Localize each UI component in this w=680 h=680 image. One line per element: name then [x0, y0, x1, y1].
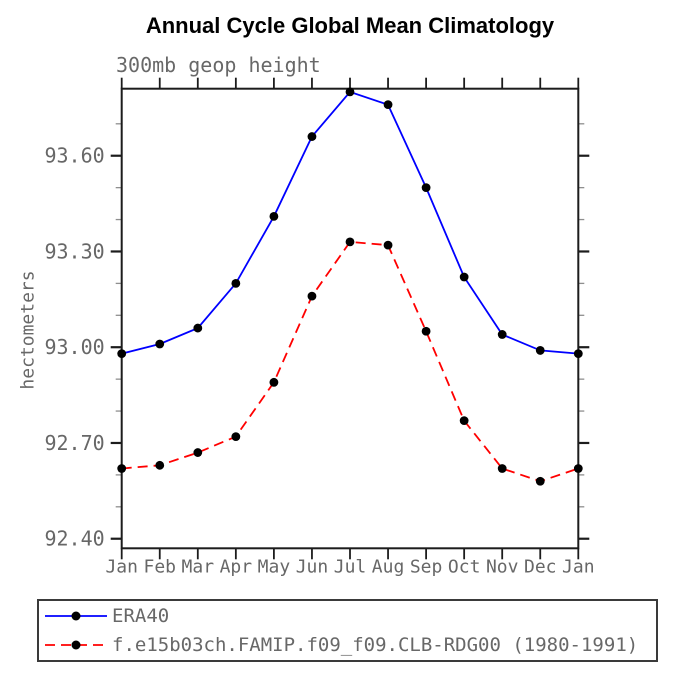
legend-label-model: f.e15b03ch.FAMIP.f09_f09.CLB-RDG00 (1980…	[112, 633, 639, 656]
svg-text:Jan: Jan	[105, 556, 138, 577]
legend-item-era40: ERA40	[44, 603, 656, 629]
model-line-sample-icon	[45, 640, 107, 650]
series-0-markers	[117, 87, 583, 359]
svg-text:Oct: Oct	[448, 556, 481, 577]
legend: ERA40 f.e15b03ch.FAMIP.f09_f09.CLB-RDG00…	[37, 599, 658, 662]
svg-text:93.00: 93.00	[44, 335, 104, 359]
svg-text:93.60: 93.60	[44, 144, 104, 168]
axis-frame	[120, 87, 580, 550]
series-1-markers	[117, 237, 583, 486]
x-ticks	[120, 77, 580, 560]
svg-text:May: May	[258, 556, 291, 577]
chart-subtitle: 300mb geop height	[116, 53, 321, 77]
svg-text:Apr: Apr	[220, 556, 253, 577]
era40-line-sample-icon	[45, 611, 107, 621]
svg-text:Sep: Sep	[410, 556, 443, 577]
series-0-line	[121, 90, 579, 355]
svg-text:Feb: Feb	[143, 556, 176, 577]
svg-text:Jun: Jun	[296, 556, 329, 577]
svg-text:93.30: 93.30	[44, 239, 104, 263]
chart-title: Annual Cycle Global Mean Climatology	[145, 13, 555, 38]
svg-text:Jul: Jul	[334, 556, 367, 577]
svg-text:92.70: 92.70	[44, 431, 104, 455]
x-tick-labels: Jan Feb Mar Apr May Jun Jul Aug Sep Oct Nov Dec Jan	[105, 556, 594, 577]
legend-label-era40: ERA40	[112, 605, 170, 628]
y-ticks	[110, 123, 590, 540]
svg-text:92.40: 92.40	[44, 527, 104, 551]
svg-text:Aug: Aug	[372, 556, 405, 577]
series-1-line	[121, 240, 579, 483]
svg-text:Nov: Nov	[486, 556, 519, 577]
svg-text:Dec: Dec	[524, 556, 557, 577]
y-tick-labels: 92.40 92.70 93.00 93.30 93.60	[44, 144, 104, 551]
legend-item-model: f.e15b03ch.FAMIP.f09_f09.CLB-RDG00 (1980…	[44, 632, 656, 658]
svg-text:Jan: Jan	[562, 556, 595, 577]
svg-text:Mar: Mar	[182, 556, 215, 577]
